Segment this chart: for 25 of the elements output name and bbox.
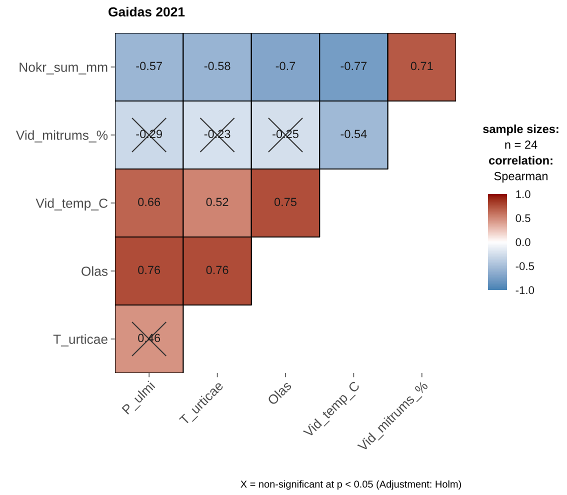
data-label: -0.77 [340, 62, 367, 70]
color-bar-label: 0.5 [516, 214, 530, 222]
data-label: -0.57 [136, 62, 162, 70]
data-label: 0.71 [410, 62, 433, 70]
data-label: 0.75 [274, 198, 296, 206]
color-bar-label: 0.0 [516, 238, 530, 246]
data-label: -0.54 [340, 130, 367, 138]
data-label: -0.7 [276, 62, 296, 70]
x-tick-label: Olas [266, 380, 292, 406]
chart-title: Gaidas 2021 [108, 6, 185, 17]
y-tick-label: Vid_temp_C [36, 198, 108, 211]
data-label: 0.66 [138, 198, 160, 206]
y-tick-label: Olas [82, 266, 108, 276]
color-bar-label: -1.0 [516, 286, 534, 294]
data-label: 0.76 [206, 266, 228, 274]
data-label: 0.52 [206, 198, 228, 206]
data-label: 0.76 [138, 266, 160, 274]
color-bar-label: 1.0 [516, 190, 530, 198]
data-label: -0.58 [204, 62, 230, 70]
color-bar-label: -0.5 [516, 262, 534, 270]
y-tick-label: T_urticae [53, 334, 108, 346]
y-tick-label: Nokr_sum_mm [20, 62, 108, 74]
color-bar-title: sample sizes: n = 24 correlation: Spearman [483, 124, 558, 183]
y-tick-label: Vid_mitrums_% [16, 130, 108, 142]
text: X = non-significant at p < 0.05 (Adjustment: Holm) [240, 480, 461, 490]
